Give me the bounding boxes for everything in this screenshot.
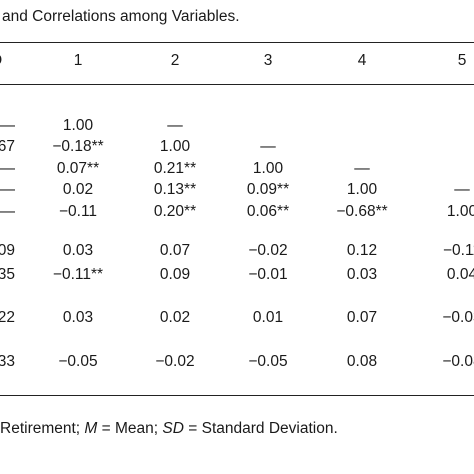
table-cell: 1.00	[62, 117, 94, 134]
table-cell: 0.12	[346, 242, 378, 259]
table-cell: 0.07	[159, 242, 191, 259]
table-cell: —	[454, 181, 470, 198]
table-cell: 0.08	[346, 353, 378, 370]
sd-cell: —	[0, 203, 15, 220]
table-cell: −0.11	[58, 203, 98, 220]
table-caption: and Correlations among Variables.	[2, 8, 240, 25]
sd-cell: —	[0, 181, 15, 198]
table-cell: 1.00	[346, 181, 378, 198]
sd-cell: —	[0, 117, 15, 134]
table-cell: 0.01	[252, 309, 284, 326]
table-cell: −0.05	[248, 353, 288, 370]
table-cell: 0.07	[346, 309, 378, 326]
sd-cell: 22	[0, 309, 15, 326]
table-cell: −0.02	[155, 353, 195, 370]
table-cell: —	[354, 160, 370, 177]
table-cell: 0.07**	[56, 160, 100, 177]
table-cell: 1.00	[446, 203, 474, 220]
top-rule	[0, 42, 474, 43]
column-header-3: 3	[263, 52, 273, 69]
table-cell: 0.03	[62, 309, 94, 326]
table-cell: 0.13**	[153, 181, 197, 198]
table-cell: 0.03	[346, 266, 378, 283]
note-sd-symbol: SD	[162, 420, 184, 437]
sd-cell: 09	[0, 242, 15, 259]
table-cell: 0.09	[159, 266, 191, 283]
table-cell: −0.05	[58, 353, 98, 370]
table-cell: 1.00	[159, 138, 191, 155]
sd-column-header: D	[0, 52, 2, 70]
table-cell: −0.18**	[52, 138, 104, 155]
table-cell: −0.02	[248, 242, 288, 259]
table-cell: −0.03	[442, 309, 474, 326]
sd-cell: —	[0, 160, 15, 177]
table-cell: 1.00	[252, 160, 284, 177]
table-cell: 0.04	[446, 266, 474, 283]
sd-cell: 35	[0, 266, 15, 283]
table-cell: −0.11**	[52, 266, 104, 283]
table-cell: 0.06**	[246, 203, 290, 220]
table-cell: 0.03	[62, 242, 94, 259]
table-cell: 0.21**	[153, 160, 197, 177]
column-header-1: 1	[73, 52, 83, 69]
column-header-5: 5	[457, 52, 467, 69]
column-header-4: 4	[357, 52, 367, 69]
table-cell: −0.01	[248, 266, 288, 283]
table-cell: —	[260, 138, 276, 155]
note-m-symbol: M	[84, 420, 98, 437]
table-cell: −0.68**	[336, 203, 388, 220]
sd-cell: 67	[0, 138, 15, 155]
table-cell: 0.20**	[153, 203, 197, 220]
note-sd-text: = Standard Deviation.	[183, 420, 338, 437]
table-note: Retirement; M = Mean; SD = Standard Devi…	[0, 420, 338, 438]
column-header-2: 2	[170, 52, 180, 69]
sd-cell: 33	[0, 353, 15, 370]
header-rule	[0, 84, 474, 85]
table-cell: −0.08	[442, 353, 474, 370]
table-cell: 0.09**	[246, 181, 290, 198]
table-cell: 0.02	[159, 309, 191, 326]
table-cell: 0.02	[62, 181, 94, 198]
note-lead: Retirement;	[0, 420, 85, 437]
table-cell: —	[167, 117, 183, 134]
note-m-text: = Mean;	[97, 420, 163, 437]
table-cell: −0.11	[442, 242, 474, 259]
bottom-rule	[0, 395, 474, 396]
